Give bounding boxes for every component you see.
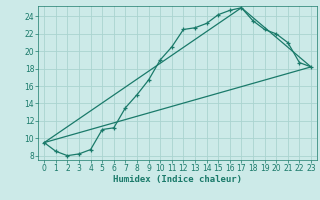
X-axis label: Humidex (Indice chaleur): Humidex (Indice chaleur) — [113, 175, 242, 184]
